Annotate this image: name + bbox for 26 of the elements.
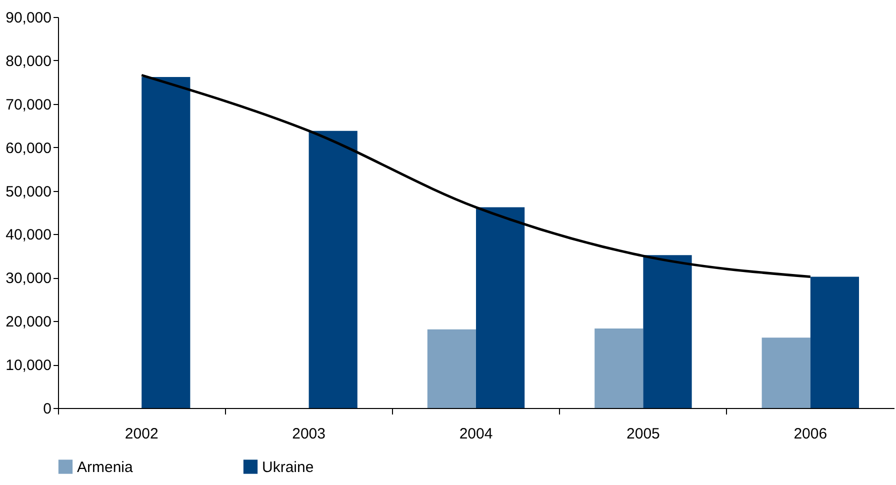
bar (810, 276, 860, 408)
y-tick-label: 90,000 (6, 10, 52, 26)
bar (476, 207, 525, 408)
bar (142, 76, 190, 408)
y-tick-label: 0 (43, 400, 52, 418)
y-tick-label: 60,000 (6, 140, 52, 157)
x-tick-label: 2003 (292, 426, 326, 442)
bar (594, 328, 644, 408)
bar (308, 130, 358, 408)
y-tick-label: 30,000 (6, 270, 52, 288)
x-tick-label: 2006 (794, 426, 828, 442)
legend-label: Ukraine (262, 458, 314, 476)
bar (427, 329, 476, 408)
legend-label: Armenia (77, 458, 134, 476)
x-tick-label: 2004 (459, 426, 493, 442)
x-tick-label: 2005 (626, 426, 660, 442)
y-tick-label: 10,000 (6, 357, 52, 374)
bar (643, 255, 692, 408)
y-tick-label: 80,000 (6, 52, 52, 70)
y-tick-label: 50,000 (6, 183, 52, 200)
y-tick-label: 20,000 (6, 314, 52, 331)
x-tick-label: 2002 (124, 426, 158, 442)
y-tick-label: 70,000 (6, 96, 52, 114)
bar (762, 338, 810, 408)
y-tick-label: 40,000 (6, 226, 52, 244)
line-series (140, 74, 812, 278)
